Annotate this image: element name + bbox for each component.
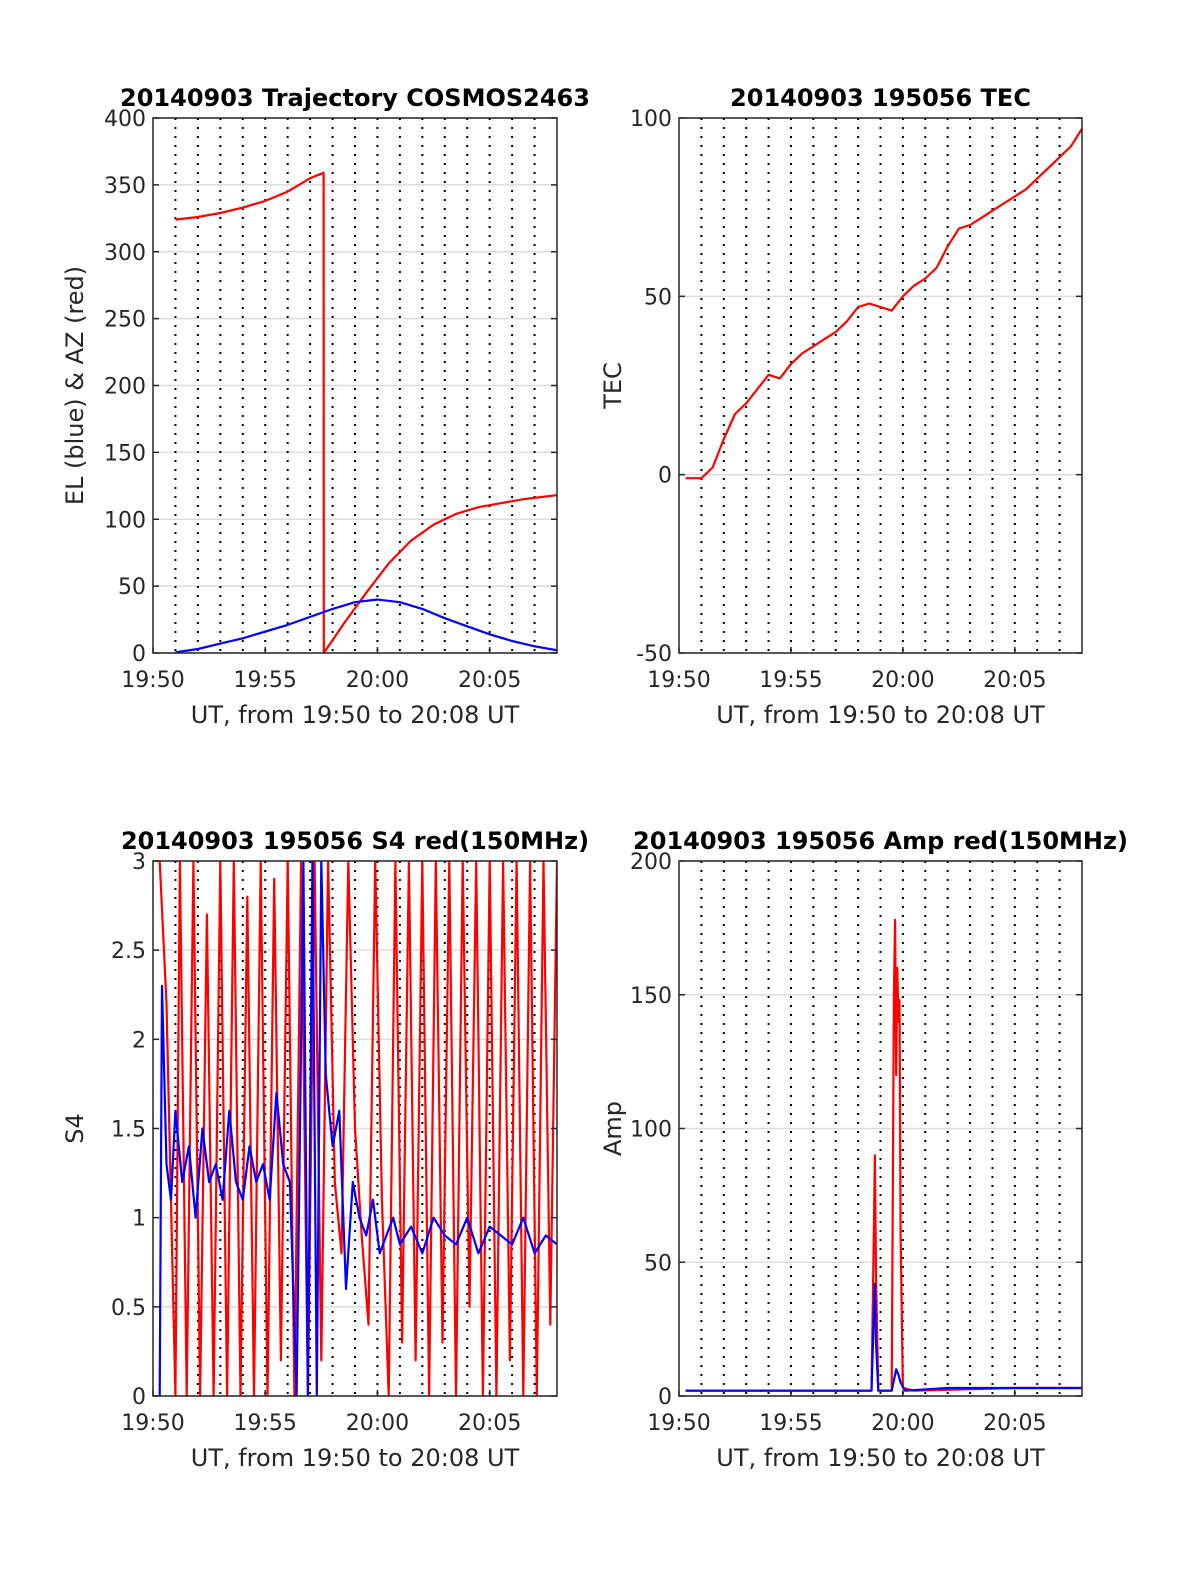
- series-line-blue: [685, 1282, 1082, 1392]
- x-tick-label: 19:55: [759, 1411, 822, 1436]
- x-tick-label: 20:00: [346, 668, 409, 693]
- x-tick-label: 20:05: [983, 668, 1046, 693]
- y-tick-label: 3: [132, 850, 146, 875]
- x-tick-label: 20:05: [983, 1411, 1046, 1436]
- y-tick-label: 0.5: [111, 1296, 146, 1321]
- chart-title: 20140903 195056 Amp red(150MHz): [633, 827, 1128, 855]
- y-tick-label: 2: [132, 1028, 146, 1053]
- chart-title: 20140903 195056 TEC: [730, 84, 1031, 112]
- x-tick-label: 19:50: [647, 668, 710, 693]
- y-tick-label: 200: [104, 375, 146, 400]
- x-axis-label: UT, from 19:50 to 20:08 UT: [191, 1444, 520, 1472]
- y-tick-label: 0: [658, 464, 672, 489]
- y-tick-label: 100: [630, 1118, 672, 1143]
- y-tick-label: 400: [104, 107, 146, 132]
- y-tick-label: 100: [104, 508, 146, 533]
- y-axis-label: Amp: [599, 1101, 627, 1156]
- x-tick-label: 20:05: [458, 1411, 521, 1436]
- x-tick-label: 19:50: [121, 1411, 184, 1436]
- y-axis-label: S4: [61, 1113, 89, 1144]
- series-line-blue: [175, 598, 557, 653]
- x-axis-label: UT, from 19:50 to 20:08 UT: [716, 701, 1045, 729]
- y-tick-label: 350: [104, 174, 146, 199]
- x-axis-label: UT, from 19:50 to 20:08 UT: [716, 1444, 1045, 1472]
- amp-chart: 0 50 100 150 200 19:50 19:55 20:00 20:05 20140903…: [599, 827, 1128, 1472]
- series-line-blue: [158, 861, 557, 1396]
- x-tick-label: 20:00: [871, 668, 934, 693]
- x-axis-label: UT, from 19:50 to 20:08 UT: [191, 701, 520, 729]
- y-tick-label: 0: [132, 1385, 146, 1410]
- x-tick-label: 19:50: [647, 1411, 710, 1436]
- y-tick-label: -50: [636, 642, 672, 667]
- s4-chart: 0 0.5 1 1.5 2 2.5 3 19:50 19:55 20:00 20:05 2014090…: [61, 827, 589, 1472]
- x-tick-label: 19:55: [234, 1411, 297, 1436]
- axes-box: [678, 117, 1083, 654]
- y-axis-label: EL (blue) & AZ (red): [61, 266, 89, 505]
- series-line-red: [685, 918, 1082, 1392]
- y-tick-label: 2.5: [111, 939, 146, 964]
- y-tick-label: 0: [658, 1385, 672, 1410]
- series-line-red: [158, 861, 557, 1396]
- chart-title: 20140903 Trajectory COSMOS2463: [120, 84, 590, 112]
- y-tick-label: 300: [104, 241, 146, 266]
- y-tick-label: 100: [630, 107, 672, 132]
- series-line-red: [685, 128, 1082, 480]
- series-line-red: [175, 171, 557, 653]
- x-tick-label: 19:55: [234, 668, 297, 693]
- y-tick-label: 1.5: [111, 1118, 146, 1143]
- y-tick-label: 150: [630, 984, 672, 1009]
- x-tick-label: 20:00: [346, 1411, 409, 1436]
- y-axis-label: TEC: [599, 362, 627, 410]
- y-tick-label: 200: [630, 850, 672, 875]
- y-tick-label: 1: [132, 1207, 146, 1232]
- y-tick-label: 250: [104, 308, 146, 333]
- x-tick-label: 20:00: [871, 1411, 934, 1436]
- y-tick-label: 50: [644, 1251, 672, 1276]
- chart-title: 20140903 195056 S4 red(150MHz): [121, 827, 589, 855]
- y-tick-label: 50: [644, 285, 672, 310]
- x-tick-label: 20:05: [458, 668, 521, 693]
- y-tick-label: 50: [118, 575, 146, 600]
- x-tick-label: 19:55: [759, 668, 822, 693]
- x-tick-label: 19:50: [121, 668, 184, 693]
- y-tick-label: 0: [132, 642, 146, 667]
- y-tick-label: 150: [104, 441, 146, 466]
- trajectory-chart: 0 50 100 150 200 250 300 350 400 19:50 19:55 20:00 2…: [61, 84, 590, 729]
- tec-chart: -50 0 50 100 19:50 19:55 20:00 20:05 20140903 19…: [599, 84, 1083, 729]
